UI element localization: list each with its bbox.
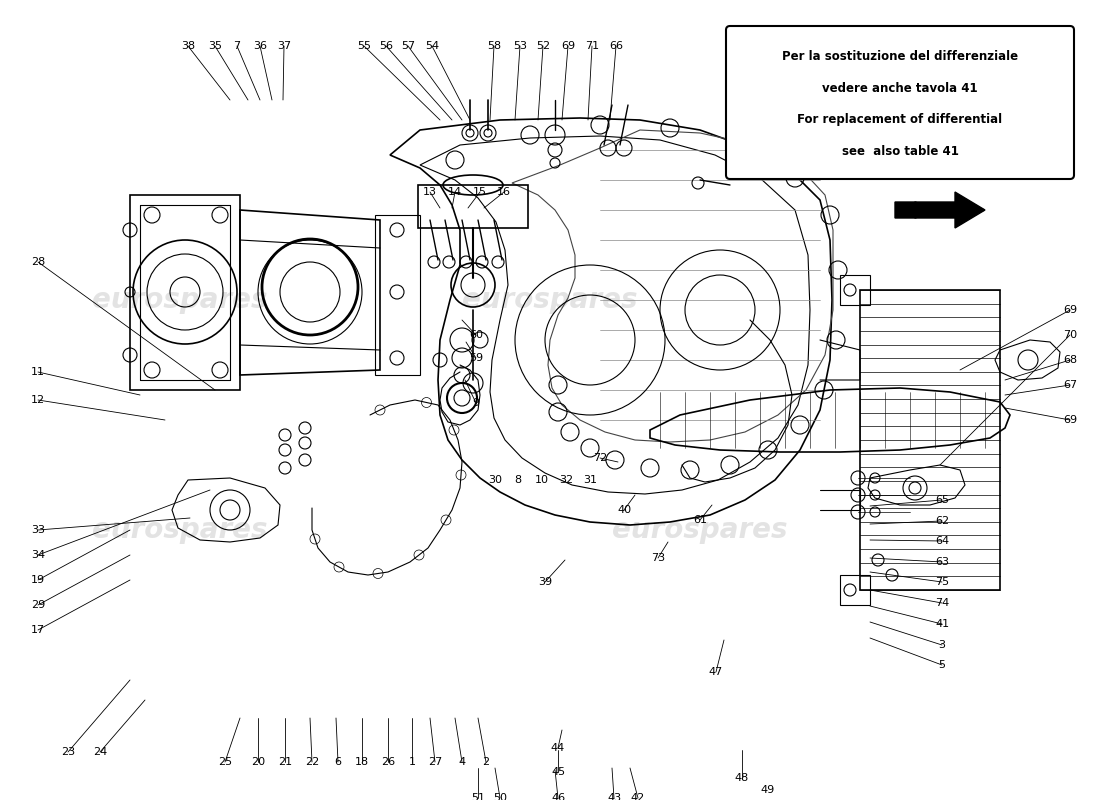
Text: 75: 75 [935,577,949,587]
Text: 67: 67 [1063,380,1077,390]
Text: 39: 39 [538,577,552,587]
Text: 24: 24 [92,747,107,757]
Text: 69: 69 [1063,415,1077,425]
Text: 17: 17 [31,625,45,635]
Text: 21: 21 [278,757,293,767]
Text: 7: 7 [233,41,241,51]
Text: 22: 22 [305,757,319,767]
Text: 23: 23 [60,747,75,757]
Text: eurospares: eurospares [92,516,267,544]
Text: 46: 46 [551,793,565,800]
Text: 68: 68 [1063,355,1077,365]
Text: 58: 58 [487,41,502,51]
Text: 61: 61 [693,515,707,525]
Text: 40: 40 [617,505,631,515]
Text: 74: 74 [935,598,949,608]
Text: 54: 54 [425,41,439,51]
Text: 33: 33 [31,525,45,535]
Text: 18: 18 [355,757,370,767]
Text: eurospares: eurospares [92,286,267,314]
Text: 53: 53 [513,41,527,51]
Text: 59: 59 [469,353,483,363]
Text: 37: 37 [277,41,292,51]
Text: 20: 20 [251,757,265,767]
Text: 4: 4 [459,757,465,767]
Text: 57: 57 [400,41,415,51]
Text: 51: 51 [471,793,485,800]
Text: 1: 1 [408,757,416,767]
Text: 15: 15 [473,187,487,197]
Text: 35: 35 [208,41,222,51]
Text: 19: 19 [31,575,45,585]
Text: 12: 12 [31,395,45,405]
Text: 28: 28 [31,257,45,267]
Text: 16: 16 [497,187,512,197]
Text: 13: 13 [424,187,437,197]
Text: 10: 10 [535,475,549,485]
Text: 60: 60 [469,330,483,340]
Text: 66: 66 [609,41,623,51]
Text: For replacement of differential: For replacement of differential [798,114,1002,126]
Text: 34: 34 [31,550,45,560]
Text: 36: 36 [253,41,267,51]
Text: 49: 49 [761,785,776,795]
Text: 69: 69 [561,41,575,51]
Text: 29: 29 [31,600,45,610]
Text: 5: 5 [938,660,946,670]
Text: 45: 45 [551,767,565,777]
Text: eurospares: eurospares [462,286,638,314]
Text: 25: 25 [218,757,232,767]
Text: 11: 11 [31,367,45,377]
Text: 14: 14 [448,187,462,197]
Text: 27: 27 [428,757,442,767]
Text: vedere anche tavola 41: vedere anche tavola 41 [822,82,978,94]
Text: Per la sostituzione del differenziale: Per la sostituzione del differenziale [782,50,1019,62]
Text: 48: 48 [735,773,749,783]
Text: 62: 62 [935,516,949,526]
Text: 73: 73 [651,553,666,563]
Text: 63: 63 [935,557,949,567]
Text: 26: 26 [381,757,395,767]
Text: 32: 32 [559,475,573,485]
FancyBboxPatch shape [726,26,1074,179]
Text: 3: 3 [938,640,946,650]
Text: 41: 41 [935,619,949,629]
Text: 43: 43 [607,793,621,800]
Text: 56: 56 [379,41,393,51]
Text: 31: 31 [583,475,597,485]
Text: 38: 38 [180,41,195,51]
Text: see  also table 41: see also table 41 [842,146,958,158]
Text: 8: 8 [515,475,521,485]
Text: 50: 50 [493,793,507,800]
Text: 2: 2 [483,757,490,767]
Text: 30: 30 [488,475,502,485]
Text: 64: 64 [935,536,949,546]
Text: 47: 47 [708,667,723,677]
Text: 55: 55 [358,41,371,51]
Polygon shape [895,192,984,228]
Text: 9: 9 [472,398,480,408]
Text: 65: 65 [935,495,949,505]
Text: 71: 71 [585,41,600,51]
Text: 44: 44 [551,743,565,753]
Text: eurospares: eurospares [613,516,788,544]
Text: 69: 69 [1063,305,1077,315]
Text: 52: 52 [536,41,550,51]
Text: 72: 72 [593,453,607,463]
Text: 42: 42 [631,793,645,800]
Text: 6: 6 [334,757,341,767]
Text: 70: 70 [1063,330,1077,340]
